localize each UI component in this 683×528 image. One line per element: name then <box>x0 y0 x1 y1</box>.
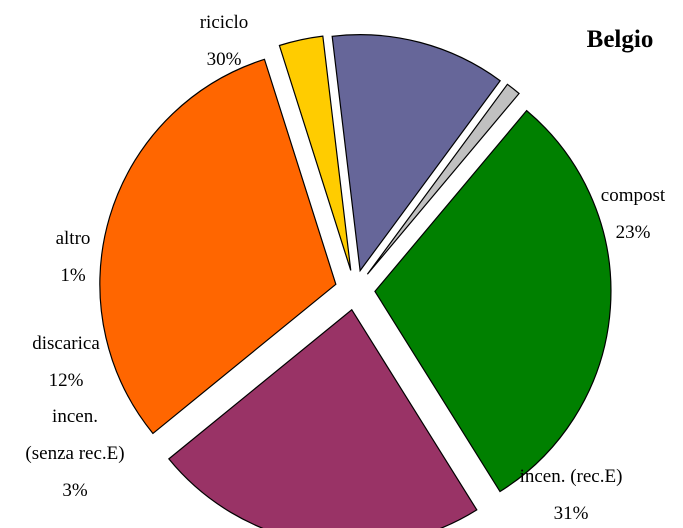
slice-category-label: incen. (rec.E) <box>520 466 623 487</box>
slice-percent-label: 3% <box>62 480 88 501</box>
slice-percent-label: 23% <box>616 222 651 243</box>
slice-percent-label: 1% <box>60 265 86 286</box>
chart-title: Belgio <box>587 26 654 53</box>
slice-category-label: discarica <box>32 333 100 354</box>
slice-label: altro 1% <box>56 228 91 286</box>
slice-category-label: compost <box>601 185 666 206</box>
slice-label: incen. (senza rec.E) 3% <box>25 406 124 501</box>
slice-label: incen. (rec.E) 31% <box>520 466 623 524</box>
slice-category-label: riciclo <box>200 12 249 33</box>
slice-percent-label: 12% <box>49 370 84 391</box>
slice-label: riciclo 30% <box>200 12 249 70</box>
slice-label: compost 23% <box>601 185 666 243</box>
slice-label: discarica 12% <box>32 333 100 391</box>
slice-percent-label: 31% <box>554 503 589 524</box>
pie-slices <box>100 35 611 528</box>
slice-category-label: incen. <box>52 406 98 427</box>
slice-percent-label: 30% <box>207 49 242 70</box>
slice-category-label: altro <box>56 228 91 249</box>
slice-category-label: (senza rec.E) <box>25 443 124 464</box>
